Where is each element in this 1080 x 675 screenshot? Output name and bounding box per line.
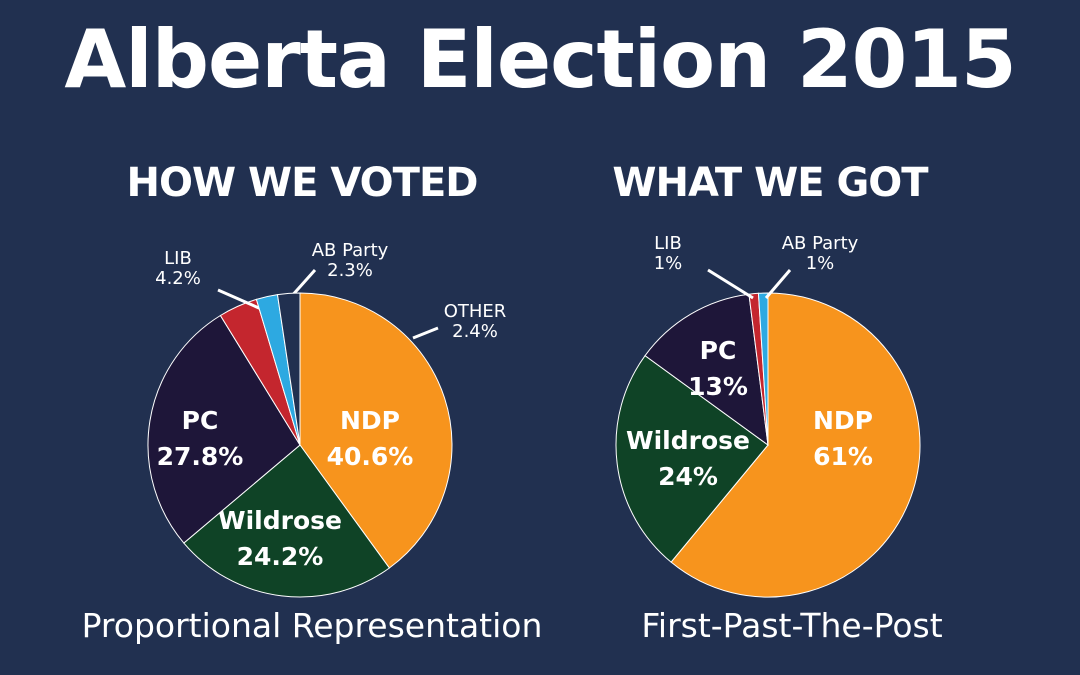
leader-line-ab-party: [764, 269, 792, 299]
slice-value-other: 2.4%: [452, 321, 498, 342]
slice-label-wildrose: Wildrose: [218, 506, 342, 535]
slice-pc: [644, 293, 769, 447]
slice-label-wildrose: Wildrose: [626, 426, 750, 455]
slice-value-ndp: 40.6%: [327, 442, 414, 471]
slice-label-ab-party: AB Party: [312, 240, 389, 261]
slice-pc: [147, 314, 301, 544]
slice-label-pc: PC: [700, 336, 737, 365]
page-title: Alberta Election 2015: [64, 13, 1016, 106]
right-chart-caption: First-Past-The-Post: [641, 606, 943, 645]
slice-label-ndp: NDP: [340, 406, 400, 435]
slice-value-ab-party: 2.3%: [327, 260, 373, 281]
slice-value-pc: 13%: [688, 372, 748, 401]
slice-wildrose: [615, 354, 769, 563]
slice-value-lib: 4.2%: [155, 268, 201, 289]
slice-value-wildrose: 24%: [658, 462, 718, 491]
slice-label-pc: PC: [182, 406, 219, 435]
slice-other: [276, 292, 301, 446]
slice-ab-party: [757, 292, 769, 446]
slice-value-pc: 27.8%: [157, 442, 244, 471]
slice-label-other: OTHER: [444, 301, 507, 322]
leader-line-other: [412, 326, 439, 340]
left-chart-caption: Proportional Representation: [81, 606, 543, 645]
slice-label-lib: LIB: [654, 233, 682, 254]
slice-ndp: [670, 292, 921, 598]
leader-line-lib: [707, 268, 754, 300]
slice-value-ab-party: 1%: [806, 253, 835, 274]
slice-label-ab-party: AB Party: [782, 233, 859, 254]
slice-label-ndp: NDP: [813, 406, 873, 435]
slice-wildrose: [183, 444, 391, 598]
slice-ndp: [299, 292, 453, 569]
slice-value-lib: 1%: [654, 253, 683, 274]
slice-value-wildrose: 24.2%: [237, 542, 324, 571]
left-chart-heading: HOW WE VOTED: [126, 160, 479, 206]
slice-value-ndp: 61%: [813, 442, 873, 471]
right-chart-heading: WHAT WE GOT: [612, 160, 928, 206]
slice-label-lib: LIB: [164, 248, 192, 269]
